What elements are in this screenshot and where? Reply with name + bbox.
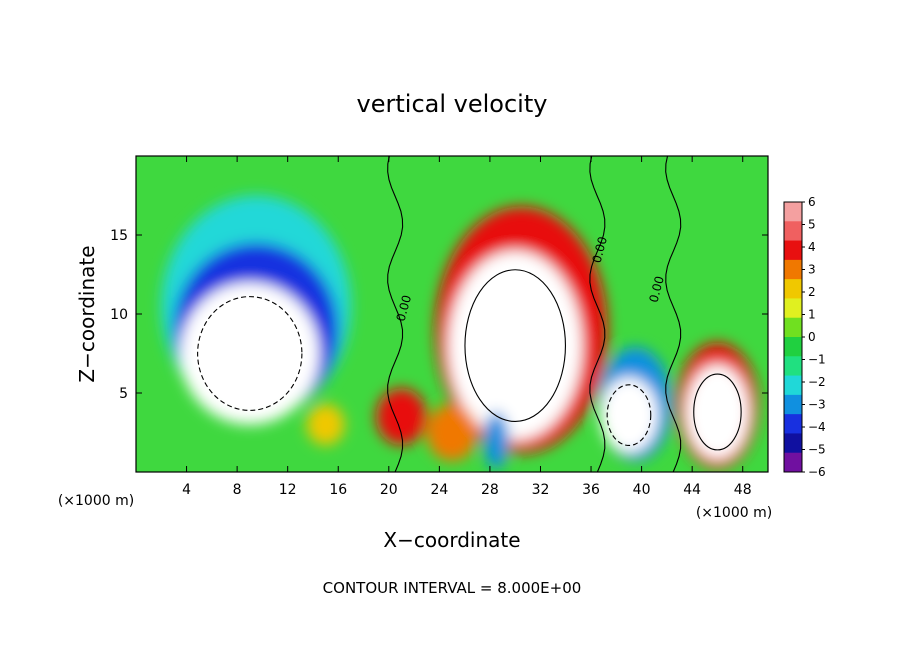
colorbar-label: −2 [808,375,826,389]
velocity-cell-9 [376,388,427,446]
x-tick-label: 8 [233,482,242,498]
x-tick-label: 20 [380,482,398,498]
x-unit-right-label: (×1000 m) [696,505,772,521]
velocity-cell-2 [180,282,320,425]
colorbar-label: 5 [808,218,816,232]
colorbar-label: −1 [808,353,826,367]
colorbar-label: 1 [808,308,816,322]
colorbar-swatch [784,337,802,357]
velocity-field [136,156,768,472]
contour-label-1: 0.00 [590,235,610,264]
colorbar-label: 6 [808,195,816,209]
x-tick-label: 12 [279,482,297,498]
contour-6 [606,384,652,447]
contour-4 [464,269,566,422]
velocity-cell-6 [599,377,659,454]
x-tick-label: 16 [329,482,347,498]
x-tick-label: 28 [481,482,499,498]
colorbar-swatch [784,433,802,454]
contour-8 [693,373,742,451]
x-axis-ticks: 4 8 12 16 20 24 28 32 36 40 44 48 [182,156,752,498]
colorbar: 6 5 4 3 2 1 0 −1 −2 −3 −4 −5 −6 [783,195,826,479]
x-tick-label: 24 [430,482,448,498]
colorbar-swatch [784,279,802,299]
contour-label-0: 0.00 [394,294,414,323]
colorbar-swatch [784,317,802,338]
y-tick-label: 15 [110,228,128,244]
colorbar-label: 3 [808,263,816,277]
colorbar-swatch [784,221,802,242]
colorbar-swatch [784,240,802,261]
velocity-cell-11 [426,404,478,461]
y-axis-ticks: 5 10 15 [110,228,768,402]
colorbar-swatch [784,356,802,377]
colorbar-label: −4 [808,420,826,434]
contour-lines [197,156,742,472]
contour-2 [197,296,303,411]
velocity-cell-8 [685,364,750,460]
x-tick-label: 48 [734,482,752,498]
colorbar-swatch [784,414,802,434]
x-tick-label: 44 [683,482,701,498]
velocity-cell-10 [306,404,345,446]
colorbar-swatch [784,375,802,396]
y-tick-label: 10 [110,307,128,323]
colorbar-swatch [784,298,802,319]
colorbar-label: −6 [808,465,826,479]
colorbar-label: 4 [808,240,816,254]
colorbar-swatch [784,202,802,222]
zero-contour-b [589,156,606,472]
contour-label-2: 0.00 [646,275,666,304]
contour-interval-note: CONTOUR INTERVAL = 8.000E+00 [323,579,582,597]
y-tick-label: 5 [119,386,128,402]
colorbar-label: −3 [808,398,826,412]
x-unit-left-label: (×1000 m) [58,493,134,509]
x-tick-label: 4 [182,482,191,498]
x-tick-label: 36 [582,482,600,498]
x-axis-label: X−coordinate [383,528,520,552]
zero-contour-a [387,156,404,472]
x-tick-label: 32 [532,482,550,498]
colorbar-label: 2 [808,285,816,299]
x-tick-label: 40 [633,482,651,498]
velocity-cell-4 [448,250,583,441]
colorbar-swatch [784,452,802,473]
colorbar-swatch [784,259,802,280]
y-axis-label: Z−coordinate [75,245,99,382]
colorbar-label: 0 [808,330,816,344]
chart-title: vertical velocity [357,90,548,118]
colorbar-swatch [784,394,802,415]
colorbar-label: −5 [808,443,826,457]
contour-value-labels: 0.00 0.00 0.00 [394,235,667,323]
velocity-cell-12 [483,411,509,469]
zero-contour-c [665,156,682,472]
